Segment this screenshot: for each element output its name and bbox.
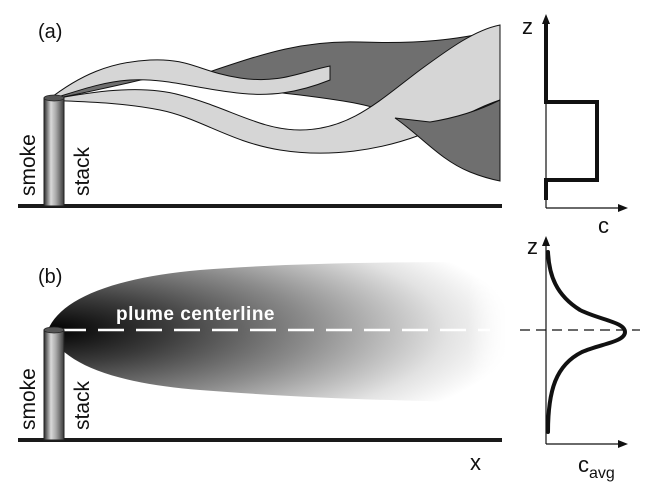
plume-fade-edge	[300, 255, 510, 410]
plume-centerline-label: plume centerline	[116, 304, 275, 325]
instantaneous-plume-dark-fold	[394, 99, 501, 182]
stack-label-b: stack	[71, 380, 94, 430]
profile-b-gaussian-curve	[546, 250, 628, 434]
profile-b-c-arrow	[618, 440, 628, 448]
smoke-label-a: smoke	[17, 134, 40, 196]
smoke-stack-a	[43, 97, 65, 207]
smoke-stack-b-top	[43, 326, 65, 334]
profile-b-c-label: cavg	[578, 452, 615, 482]
profile-b-c-sub: avg	[589, 465, 615, 482]
average-profile: z cavg	[520, 234, 640, 482]
profile-b-c-main: c	[578, 452, 589, 477]
smoke-stack-b	[43, 329, 65, 441]
profile-a-curve	[544, 20, 599, 200]
panel-a-label: (a)	[38, 21, 62, 43]
instantaneous-plume-light-ribbon-main	[47, 24, 501, 154]
panel-b-label: (b)	[38, 266, 62, 288]
profile-a-c-label: c	[598, 213, 609, 238]
smoke-stack-a-top	[43, 94, 65, 102]
smoke-label-b: smoke	[17, 368, 40, 430]
panel-b: (b) plume centerline smoke stack x z cav…	[17, 234, 640, 482]
instantaneous-plume-light-ribbon-upper	[47, 59, 331, 101]
profile-b-z-label: z	[527, 234, 538, 259]
profile-b-z-arrow	[542, 236, 550, 246]
stack-label-a: stack	[71, 146, 94, 196]
profile-a-c-arrow	[618, 204, 628, 212]
instantaneous-profile: z c	[522, 14, 628, 238]
panel-a: (a) smoke stack z c	[17, 14, 628, 238]
x-axis-label: x	[470, 450, 481, 475]
profile-a-z-label: z	[522, 14, 533, 39]
